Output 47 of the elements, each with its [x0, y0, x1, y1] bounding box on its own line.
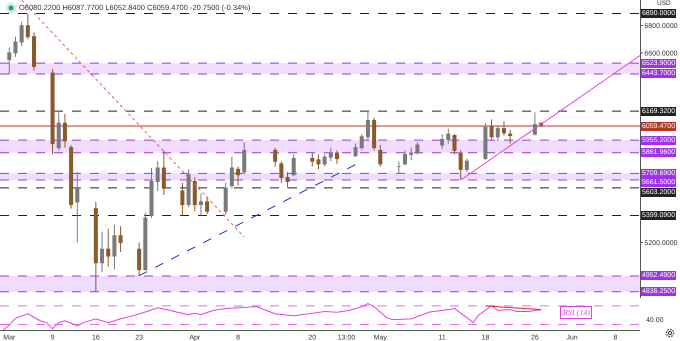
candlestick: [112, 224, 116, 270]
candlestick: [310, 152, 314, 168]
candlestick: [26, 13, 30, 40]
candlestick: [236, 166, 240, 186]
candlestick: [56, 112, 61, 151]
candlestick: [162, 150, 166, 196]
candlestick: [366, 110, 370, 140]
candlestick: [62, 113, 67, 148]
candlestick: [180, 182, 184, 216]
candlestick: [192, 176, 197, 212]
candlestick: [205, 196, 210, 215]
candlestick: [149, 167, 154, 219]
candlestick: [532, 112, 537, 136]
candlestick: [502, 120, 506, 136]
candlestick: [490, 118, 494, 140]
candlestick: [137, 242, 142, 277]
candlestick: [496, 125, 500, 142]
candlestick: [198, 193, 203, 216]
candlestick: [279, 160, 284, 184]
candlestick: [156, 160, 160, 192]
candlestick: [273, 147, 278, 168]
candlestick: [32, 32, 36, 71]
text: RSI (14): [562, 308, 590, 317]
candlestick: [100, 231, 104, 273]
candlestick: [464, 158, 469, 173]
candlestick: [7, 46, 12, 75]
candlestick: [458, 150, 463, 180]
candlestick: [446, 128, 450, 144]
candlestick: [69, 144, 74, 210]
candlestick: [292, 154, 296, 177]
candlestick: [94, 201, 98, 292]
candlestick: [118, 226, 123, 252]
candlestick: [286, 172, 290, 188]
candlestick: [322, 154, 327, 168]
candlestick: [334, 150, 340, 164]
candlestick: [396, 160, 401, 174]
candlestick: [316, 154, 320, 170]
candlestick: [20, 21, 24, 47]
candlestick: [50, 68, 55, 155]
candlestick: [224, 182, 228, 216]
candlestick: [143, 212, 148, 272]
candlestick: [403, 150, 408, 166]
candlestick: [230, 156, 234, 189]
candlestick: [186, 168, 191, 208]
candlestick: [13, 36, 18, 58]
candlestick: [106, 228, 110, 268]
candlestick: [75, 172, 80, 243]
